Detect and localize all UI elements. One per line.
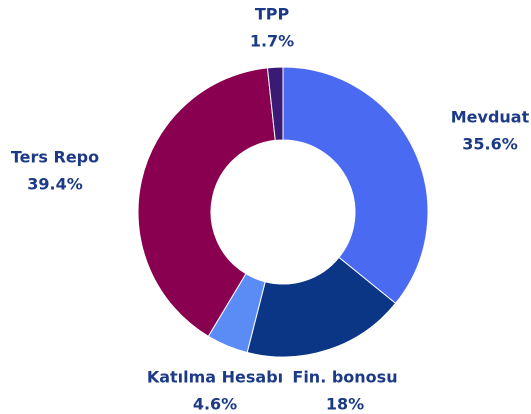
donut-slice xyxy=(266,66,284,141)
donut-slice xyxy=(246,256,397,358)
slice-label: Mevduat xyxy=(451,108,530,127)
slice-value-label: 4.6% xyxy=(193,395,237,414)
slice-label: Katılma Hesabı xyxy=(147,368,283,387)
donut-slice xyxy=(137,67,276,337)
slice-value-label: 39.4% xyxy=(27,175,83,194)
donut-slice xyxy=(282,66,429,305)
slice-value-label: 1.7% xyxy=(250,32,294,51)
slice-label: TPP xyxy=(255,5,290,24)
slice-label: Ters Repo xyxy=(11,148,99,167)
slice-value-label: 18% xyxy=(326,395,364,414)
slice-value-label: 35.6% xyxy=(462,135,518,154)
slice-label: Fin. bonosu xyxy=(292,368,397,387)
